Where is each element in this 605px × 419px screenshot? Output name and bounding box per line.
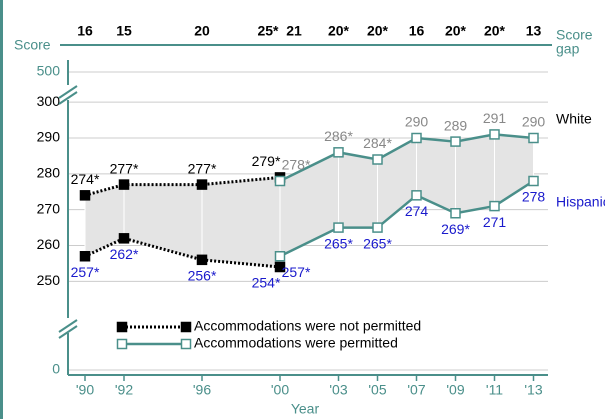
score-gap-label: 25* bbox=[257, 23, 279, 39]
point bbox=[411, 132, 422, 144]
gap-area bbox=[85, 177, 280, 267]
point bbox=[274, 175, 286, 187]
series-name: Hispanic bbox=[556, 194, 605, 210]
value-label: 291 bbox=[483, 110, 507, 126]
value-label: 284* bbox=[363, 135, 392, 151]
score-gap-label: 20* bbox=[484, 23, 506, 39]
series-line bbox=[84, 236, 281, 269]
x-tick-label: '05 bbox=[368, 382, 386, 398]
value-label: 278 bbox=[522, 189, 546, 205]
point bbox=[372, 222, 383, 233]
score-gap-label: 15 bbox=[116, 23, 132, 39]
y-tick-label: 280 bbox=[37, 165, 61, 181]
score-gap-label: 20* bbox=[328, 23, 350, 39]
point bbox=[411, 190, 422, 201]
point bbox=[79, 251, 91, 262]
score-gap-label: 16 bbox=[409, 23, 425, 39]
value-label: 286* bbox=[324, 128, 353, 144]
legend-marker bbox=[116, 338, 128, 350]
y-axis-title: Score bbox=[14, 37, 51, 53]
score-gap-label: 20* bbox=[367, 23, 389, 39]
value-label: 290 bbox=[405, 114, 429, 130]
value-label: 274* bbox=[71, 171, 100, 187]
x-tick-label: '90 bbox=[76, 382, 94, 398]
y-tick-label: 270 bbox=[37, 200, 61, 216]
legend-marker bbox=[116, 321, 128, 333]
point bbox=[118, 179, 130, 190]
value-label: 278* bbox=[282, 157, 311, 173]
x-tick-label: '92 bbox=[115, 382, 133, 398]
legend-marker bbox=[180, 338, 192, 350]
score-gap-label: 20* bbox=[445, 23, 467, 39]
y-tick-label: 290 bbox=[37, 129, 61, 145]
x-tick-label: '00 bbox=[271, 382, 289, 398]
value-label: 269* bbox=[441, 221, 470, 237]
point bbox=[528, 175, 539, 187]
x-axis-title: Year bbox=[291, 401, 320, 417]
point bbox=[196, 254, 208, 266]
value-label: 271 bbox=[483, 214, 507, 230]
x-tick-label: '03 bbox=[329, 382, 347, 398]
series-line bbox=[84, 175, 281, 197]
value-label: 265* bbox=[363, 235, 392, 251]
point bbox=[274, 251, 286, 262]
series-name: White bbox=[556, 111, 592, 127]
point bbox=[450, 136, 461, 147]
value-label: 290 bbox=[522, 114, 546, 130]
point bbox=[372, 154, 383, 165]
y2-axis-title: gap bbox=[556, 41, 580, 57]
score-gap-label: 16 bbox=[77, 23, 93, 39]
y2-axis-title: Score bbox=[556, 27, 593, 43]
axis-break bbox=[58, 85, 78, 99]
point bbox=[333, 147, 344, 158]
legend-label: Accommodations were not permitted bbox=[194, 318, 421, 334]
point bbox=[274, 261, 286, 273]
x-tick-label: '13 bbox=[524, 382, 542, 398]
value-label: 257* bbox=[282, 264, 311, 280]
score-gap-label: 20 bbox=[194, 23, 210, 39]
value-label: 257* bbox=[71, 264, 100, 280]
point bbox=[333, 222, 344, 233]
point bbox=[118, 233, 130, 244]
value-label: 262* bbox=[110, 246, 139, 262]
point bbox=[450, 208, 461, 219]
value-label: 274 bbox=[405, 203, 429, 219]
y-tick-label: 260 bbox=[37, 236, 61, 252]
point bbox=[528, 132, 539, 144]
value-label: 279* bbox=[252, 153, 281, 169]
axis-break bbox=[58, 325, 78, 339]
y-tick-label: 300 bbox=[37, 93, 61, 109]
y-tick-label: 500 bbox=[37, 63, 61, 79]
value-label: 254* bbox=[252, 275, 281, 291]
value-label: 265* bbox=[324, 235, 353, 251]
frame-border bbox=[0, 0, 3, 419]
x-tick-label: '96 bbox=[193, 382, 211, 398]
point bbox=[196, 179, 208, 190]
legend-marker bbox=[180, 321, 192, 333]
score-gap-label: 13 bbox=[526, 23, 542, 39]
point bbox=[79, 190, 91, 201]
value-label: 277* bbox=[110, 160, 139, 176]
score-gap-label: 21 bbox=[286, 23, 302, 39]
point bbox=[489, 129, 500, 140]
x-tick-label: '11 bbox=[486, 382, 503, 398]
legend-label: Accommodations were permitted bbox=[194, 335, 398, 351]
x-tick-label: '09 bbox=[446, 382, 464, 398]
y-tick-label: 0 bbox=[52, 361, 60, 377]
y-tick-label: 250 bbox=[37, 272, 61, 288]
value-label: 256* bbox=[188, 268, 217, 284]
x-tick-label: '07 bbox=[407, 382, 425, 398]
value-label: 277* bbox=[188, 160, 217, 176]
axis-break bbox=[58, 91, 78, 105]
axis-break bbox=[58, 319, 78, 333]
point bbox=[489, 200, 500, 212]
value-label: 289 bbox=[444, 117, 468, 133]
